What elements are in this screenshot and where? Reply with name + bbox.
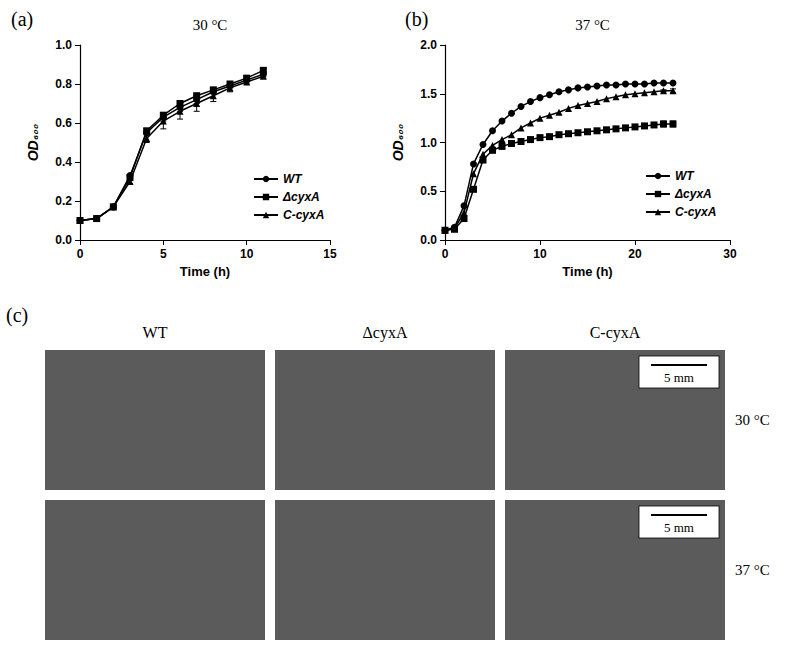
svg-text:0.8: 0.8 — [55, 77, 72, 91]
svg-text:37 °C: 37 °C — [735, 562, 770, 578]
svg-text:0.2: 0.2 — [55, 194, 72, 208]
svg-text:0: 0 — [77, 247, 84, 261]
svg-text:5 mm: 5 mm — [664, 520, 694, 535]
svg-text:WT: WT — [675, 169, 695, 183]
svg-text:WT: WT — [283, 172, 303, 186]
svg-text:(a): (a) — [11, 8, 33, 31]
svg-text:1.0: 1.0 — [55, 38, 72, 52]
svg-text:ΔcyxA: ΔcyxA — [282, 190, 320, 204]
svg-text:15: 15 — [323, 247, 337, 261]
svg-text:37 °C: 37 °C — [575, 17, 610, 33]
svg-text:Time (h): Time (h) — [180, 264, 230, 279]
svg-text:Time (h): Time (h) — [562, 264, 612, 279]
svg-text:5: 5 — [160, 247, 167, 261]
svg-text:OD₆₀₀: OD₆₀₀ — [390, 123, 406, 161]
svg-text:1.0: 1.0 — [420, 136, 437, 150]
svg-text:(c): (c) — [6, 304, 28, 327]
svg-text:ΔcyxA: ΔcyxA — [674, 187, 712, 201]
svg-text:C-cyxA: C-cyxA — [590, 324, 641, 342]
svg-text:2.0: 2.0 — [420, 38, 437, 52]
svg-text:30 °C: 30 °C — [193, 17, 228, 33]
svg-text:10: 10 — [533, 247, 547, 261]
svg-text:0: 0 — [442, 247, 449, 261]
svg-text:30: 30 — [723, 247, 737, 261]
svg-text:0.5: 0.5 — [420, 184, 437, 198]
svg-text:0.0: 0.0 — [55, 233, 72, 247]
svg-text:5 mm: 5 mm — [664, 370, 694, 385]
svg-text:ΔcyxA: ΔcyxA — [363, 324, 408, 342]
svg-text:0.4: 0.4 — [55, 155, 72, 169]
svg-text:0.6: 0.6 — [55, 116, 72, 130]
svg-text:C-cyxA: C-cyxA — [675, 205, 716, 219]
svg-text:20: 20 — [628, 247, 642, 261]
svg-text:C-cyxA: C-cyxA — [283, 208, 324, 222]
svg-text:1.5: 1.5 — [420, 87, 437, 101]
svg-text:0.0: 0.0 — [420, 233, 437, 247]
svg-text:30 °C: 30 °C — [735, 412, 770, 428]
svg-text:WT: WT — [143, 324, 168, 341]
svg-text:10: 10 — [240, 247, 254, 261]
svg-text:(b): (b) — [405, 8, 428, 31]
svg-text:OD₆₀₀: OD₆₀₀ — [25, 123, 41, 161]
